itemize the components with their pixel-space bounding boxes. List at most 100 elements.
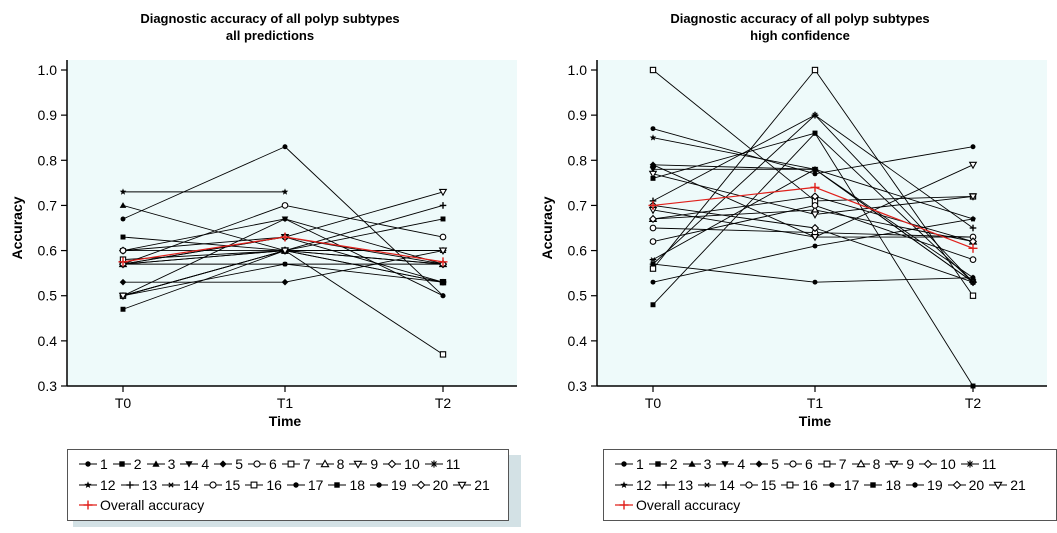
legend-label: 2: [133, 456, 142, 472]
legend-item: 12: [78, 477, 120, 493]
point-marker: [811, 111, 819, 119]
legend-item: 13: [656, 477, 698, 493]
legend-item: 20: [947, 477, 989, 493]
series-line: [652, 195, 816, 220]
point-marker: [789, 460, 797, 468]
legend-marker-icon: [822, 482, 841, 488]
series-line: [122, 146, 286, 220]
series-line: [814, 146, 974, 175]
series-line: [284, 218, 444, 252]
legend-label: 7: [838, 456, 847, 472]
legend-item: 15: [203, 477, 245, 493]
point-marker: [280, 247, 290, 255]
legend: 1 2 3 4 5 6 7 8 9 10 11 12 13 14 15 16 17 18 19 20 21 Overall…: [67, 449, 509, 521]
series-line: [652, 114, 816, 202]
legend-label: 1: [636, 456, 644, 472]
point-marker: [457, 481, 467, 490]
legend-marker-icon: [885, 460, 904, 469]
legend-label: 6: [804, 456, 813, 472]
series-21: [648, 170, 978, 219]
y-tick-label: 0.8: [568, 152, 588, 168]
y-tick-label: 0.6: [568, 243, 588, 259]
legend-item: 11: [424, 456, 465, 472]
y-axis-label: Accuracy: [9, 196, 25, 259]
legend-label: 12: [636, 477, 652, 493]
point-marker: [889, 460, 899, 469]
x-tick-label: T1: [807, 395, 824, 411]
series-line: [652, 173, 816, 215]
series-line: [652, 69, 816, 269]
legend-item: 6: [783, 456, 817, 472]
y-tick-label: 0.8: [38, 152, 58, 168]
y-axis-label: Accuracy: [539, 196, 555, 259]
point-marker: [353, 460, 363, 469]
point-marker: [320, 459, 330, 468]
series-overall-accuracy: [648, 182, 978, 253]
legend-item: 19: [905, 477, 947, 493]
point-marker: [621, 461, 627, 467]
point-marker: [120, 216, 126, 222]
legend-marker-icon: [716, 461, 735, 468]
legend-marker-icon: [989, 481, 1008, 490]
legend-label: Overall accuracy: [636, 497, 741, 513]
point-marker: [755, 460, 763, 468]
point-marker: [811, 66, 819, 74]
point-marker: [620, 481, 628, 489]
series-line: [814, 114, 974, 229]
series-line: [814, 114, 974, 283]
legend-item: 18: [863, 477, 905, 493]
series-21: [118, 247, 448, 301]
point-marker: [439, 351, 447, 358]
point-marker: [969, 292, 977, 299]
point-marker: [167, 482, 175, 488]
series-line: [652, 168, 816, 260]
point-marker: [703, 482, 711, 488]
point-marker: [810, 211, 820, 219]
point-marker: [968, 193, 978, 201]
series-line: [652, 204, 816, 229]
legend-marker-icon: [245, 481, 264, 489]
point-marker: [661, 481, 670, 489]
chart-title-line1: Diagnostic accuracy of all polyp subtype…: [140, 11, 400, 26]
series-overall-accuracy: [118, 232, 448, 267]
legend-marker-icon: [698, 482, 717, 488]
series-line: [652, 186, 816, 207]
legend-item: 2: [112, 456, 146, 472]
legend-label: 8: [336, 456, 345, 472]
series-18: [650, 130, 976, 389]
x-tick-label: T2: [965, 395, 982, 411]
legend-marker-icon: [615, 461, 633, 467]
legend-item: 13: [120, 477, 162, 493]
series-line: [284, 218, 444, 265]
series-line: [122, 236, 286, 252]
point-marker: [293, 482, 299, 488]
series-line: [122, 205, 286, 265]
legend-item: 10: [918, 456, 960, 472]
legend-row: 1 2 3 4 5 6 7 8 9 10 11: [78, 454, 464, 474]
x-tick-label: T2: [435, 395, 452, 411]
point-marker: [655, 461, 661, 467]
plot-area: [67, 60, 517, 386]
point-marker: [649, 166, 657, 173]
legend-item: 1: [78, 456, 112, 472]
legend-item-overall: Overall accuracy: [78, 497, 208, 513]
series-line: [284, 204, 444, 252]
legend-marker-icon: [349, 460, 368, 469]
legend-row: 12 13 14 15 16 17 18 19 20 21: [614, 475, 1030, 495]
point-marker: [430, 460, 438, 468]
legend-item: 8: [315, 456, 349, 472]
legend-marker-icon: [453, 481, 472, 490]
legend-marker-icon: [112, 461, 131, 467]
point-marker: [856, 459, 866, 468]
legend-label: 3: [703, 456, 712, 472]
point-marker: [810, 182, 820, 192]
legend-marker-icon: [203, 481, 222, 489]
legend-label: 15: [224, 477, 241, 493]
plot-area: [597, 60, 1047, 386]
series-line: [284, 263, 444, 283]
legend-item: 17: [286, 477, 328, 493]
point-marker: [649, 134, 657, 141]
legend-label: 4: [201, 456, 210, 472]
legend-marker-icon: [615, 500, 633, 510]
point-marker: [151, 460, 160, 467]
